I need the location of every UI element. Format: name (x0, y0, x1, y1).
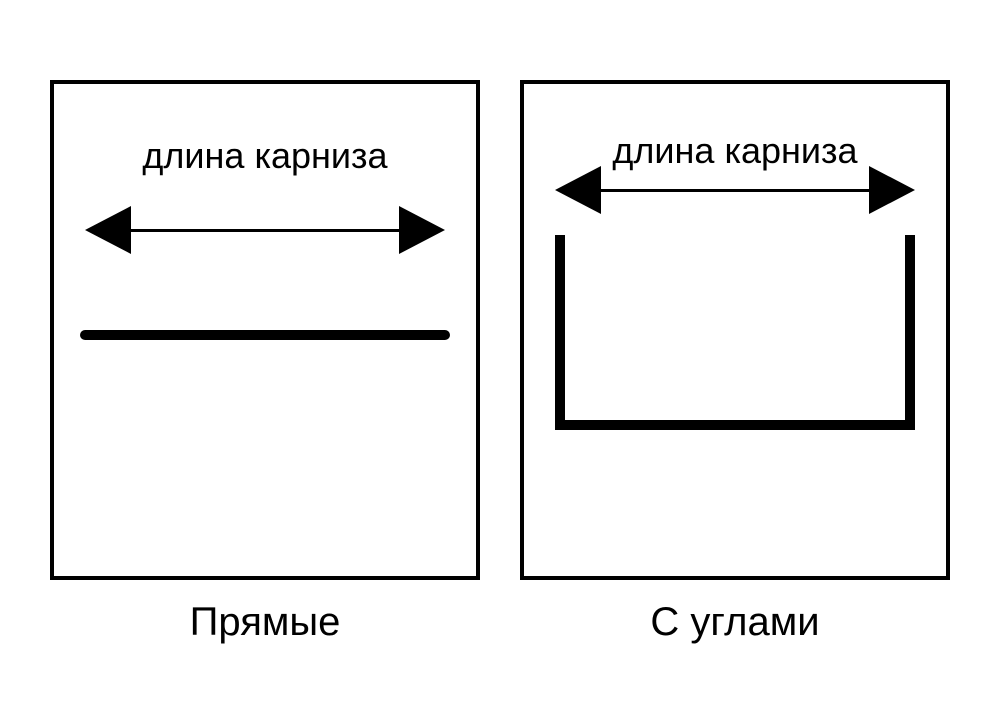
diagram-canvas: длина карниза Прямые длина карниза С угл… (0, 0, 1000, 718)
caption-right: С углами (520, 600, 950, 645)
cornice-u-bottom (555, 420, 915, 430)
cornice-u-left (555, 235, 565, 430)
cornice-u-right (905, 235, 915, 430)
